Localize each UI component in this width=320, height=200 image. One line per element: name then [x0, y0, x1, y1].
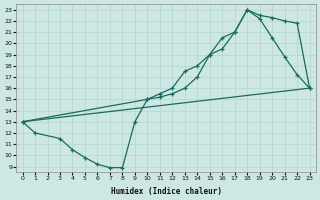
X-axis label: Humidex (Indice chaleur): Humidex (Indice chaleur): [111, 187, 221, 196]
